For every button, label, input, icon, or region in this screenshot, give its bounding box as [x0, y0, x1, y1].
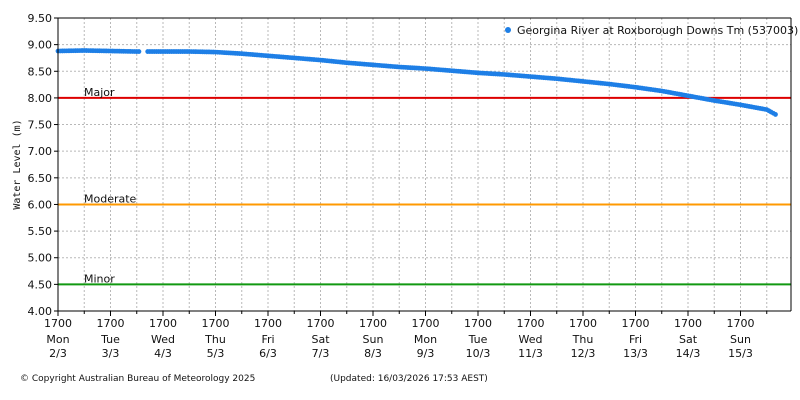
x-tick-label-time: 1700	[254, 317, 282, 330]
x-tick-label-date: 13/3	[623, 347, 648, 360]
x-tick-label-date: 9/3	[417, 347, 435, 360]
x-tick-label-day: Sat	[679, 333, 698, 346]
y-tick-label: 9.00	[28, 39, 53, 52]
y-tick-label: 4.50	[28, 278, 53, 291]
threshold-label-minor: Minor	[84, 272, 115, 285]
x-tick-label-time: 1700	[44, 317, 72, 330]
x-tick-label-day: Thu	[572, 333, 594, 346]
y-tick-label: 9.50	[28, 12, 53, 25]
x-tick-label-time: 1700	[97, 317, 125, 330]
y-tick-label: 8.50	[28, 65, 53, 78]
y-tick-label: 7.00	[28, 145, 53, 158]
water-level-chart: Major Moderate Minor 4.00 4.50 5.00 5.50 6.00 6…	[12, 12, 798, 360]
x-tick-label-date: 6/3	[259, 347, 277, 360]
y-tick-label: 5.50	[28, 225, 53, 238]
series-points	[55, 48, 778, 117]
x-tick-label-date: 10/3	[466, 347, 491, 360]
x-tick-label-time: 1700	[307, 317, 335, 330]
x-tick-label-date: 3/3	[102, 347, 120, 360]
x-tick-label-time: 1700	[674, 317, 702, 330]
x-tick-label-date: 12/3	[571, 347, 596, 360]
updated-timestamp: (Updated: 16/03/2026 17:53 AEST)	[330, 374, 488, 384]
grid	[58, 17, 791, 312]
y-tick-label: 8.00	[28, 92, 53, 105]
data-point	[136, 49, 142, 54]
y-tick-label: 7.50	[28, 119, 53, 132]
y-tick-labels: 4.00 4.50 5.00 5.50 6.00 6.50 7.00 7.50 8.00 8.50…	[28, 12, 53, 318]
x-tick-label-date: 11/3	[518, 347, 543, 360]
y-tick-label: 5.00	[28, 252, 53, 265]
x-tick-labels: 1700Mon2/31700Tue3/31700Wed4/31700Thu5/3…	[44, 317, 755, 360]
threshold-label-moderate: Moderate	[84, 192, 137, 205]
x-tick-label-time: 1700	[149, 317, 177, 330]
x-tick-label-day: Tue	[468, 333, 488, 346]
x-tick-label-time: 1700	[359, 317, 387, 330]
x-tick-label-day: Sun	[730, 333, 751, 346]
x-tick-label-day: Wed	[151, 333, 175, 346]
x-tick-label-date: 2/3	[49, 347, 67, 360]
x-tick-label-time: 1700	[412, 317, 440, 330]
x-tick-label-time: 1700	[517, 317, 545, 330]
x-tick-label-day: Thu	[204, 333, 226, 346]
legend: Georgina River at Roxborough Downs Tm (5…	[505, 24, 798, 37]
x-tick-label-date: 15/3	[728, 347, 753, 360]
x-tick-label-day: Mon	[414, 333, 437, 346]
y-axis-label: Water Level (m)	[12, 119, 23, 209]
threshold-label-major: Major	[84, 86, 115, 99]
x-tick-label-time: 1700	[727, 317, 755, 330]
x-tick-label-date: 8/3	[364, 347, 382, 360]
x-tick-label-time: 1700	[569, 317, 597, 330]
data-point	[773, 112, 778, 117]
x-tick-label-date: 4/3	[154, 347, 172, 360]
legend-marker	[505, 27, 511, 33]
copyright-text: © Copyright Australian Bureau of Meteoro…	[20, 374, 256, 384]
x-tick-label-day: Wed	[519, 333, 543, 346]
x-tick-label-date: 5/3	[207, 347, 225, 360]
x-tick-label-time: 1700	[622, 317, 650, 330]
threshold-lines: Major Moderate Minor	[58, 86, 791, 286]
x-tick-label-day: Sat	[311, 333, 330, 346]
legend-label: Georgina River at Roxborough Downs Tm (5…	[517, 24, 798, 37]
y-tick-label: 4.00	[28, 305, 53, 318]
x-tick-label-day: Tue	[100, 333, 120, 346]
x-tick-label-day: Fri	[629, 333, 642, 346]
axes	[54, 17, 792, 316]
x-tick-label-date: 7/3	[312, 347, 330, 360]
x-tick-label-day: Mon	[46, 333, 69, 346]
x-tick-label-time: 1700	[464, 317, 492, 330]
x-tick-label-day: Sun	[363, 333, 384, 346]
x-tick-label-day: Fri	[261, 333, 274, 346]
y-tick-label: 6.50	[28, 172, 53, 185]
x-tick-label-time: 1700	[202, 317, 230, 330]
x-tick-label-date: 14/3	[676, 347, 701, 360]
y-tick-label: 6.00	[28, 198, 53, 211]
